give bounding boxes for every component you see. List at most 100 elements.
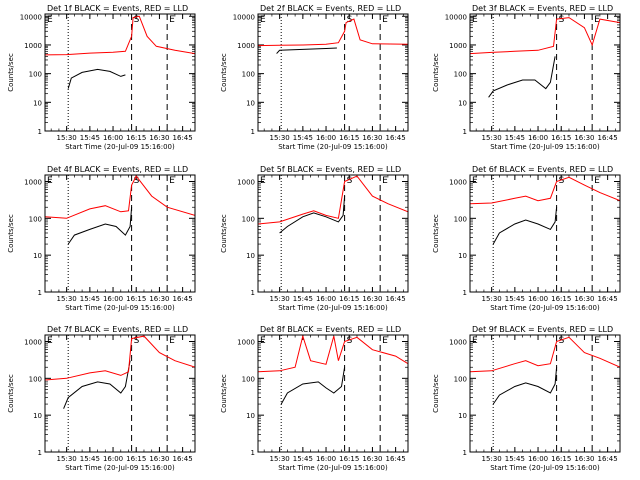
y-axis-label: Counts/sec — [7, 374, 15, 413]
series-events — [492, 367, 558, 405]
x-tick-label: 15:45 — [293, 455, 313, 463]
x-tick-label: 16:45 — [173, 295, 193, 303]
x-axis-label: Start Time (20-Jul-09 15:16:00) — [278, 464, 388, 472]
x-axis-label: Start Time (20-Jul-09 15:16:00) — [278, 304, 388, 312]
e-marker-label: E — [594, 336, 600, 346]
x-axis-label: Start Time (20-Jul-09 15:16:00) — [490, 304, 600, 312]
x-tick-label: 15:45 — [293, 134, 313, 142]
x-tick-label: 16:00 — [528, 455, 548, 463]
x-tick-label: 16:15 — [126, 134, 146, 142]
y-axis-label: Counts/sec — [432, 214, 440, 253]
y-tick-label: 1 — [463, 449, 467, 457]
e-marker-label: E — [169, 176, 175, 186]
x-axis-label: Start Time (20-Jul-09 15:16:00) — [65, 464, 175, 472]
y-tick-label: 10000 — [233, 13, 255, 21]
y-tick-label: 10 — [458, 252, 467, 260]
x-tick-label: 15:30 — [57, 134, 77, 142]
x-axis-label: Start Time (20-Jul-09 15:16:00) — [490, 143, 600, 151]
panel-title: Det 4f BLACK = Events, RED = LLD — [47, 165, 188, 174]
y-tick-label: 100 — [454, 71, 467, 79]
y-tick-label: 10 — [33, 412, 42, 420]
plot-frame — [257, 174, 409, 293]
plot-frame — [469, 334, 621, 453]
x-tick-label: 16:30 — [362, 134, 382, 142]
y-tick-label: 100 — [454, 215, 467, 223]
series-events — [492, 207, 558, 245]
x-tick-label: 15:30 — [482, 455, 502, 463]
y-tick-label: 1000 — [237, 338, 255, 346]
x-tick-label: 16:45 — [386, 134, 406, 142]
e-marker-label: E — [382, 176, 388, 186]
x-tick-label: 16:45 — [598, 134, 618, 142]
s-marker-label: S — [134, 336, 140, 346]
x-tick-label: 15:45 — [505, 295, 525, 303]
plot-frame — [44, 13, 196, 132]
y-tick-label: 100 — [242, 215, 255, 223]
x-tick-label: 16:45 — [386, 295, 406, 303]
y-tick-label: 10 — [246, 412, 255, 420]
s-marker-label: S — [347, 15, 353, 25]
x-tick-label: 16:15 — [551, 295, 571, 303]
x-axis-label: Start Time (20-Jul-09 15:16:00) — [278, 143, 388, 151]
x-tick-label: 16:00 — [528, 295, 548, 303]
y-tick-label: 1 — [463, 289, 467, 297]
panel-title: Det 9f BLACK = Events, RED = LLD — [472, 325, 613, 334]
e-marker-label-left: E — [260, 15, 266, 25]
y-tick-label: 10 — [246, 252, 255, 260]
x-tick-label: 16:30 — [574, 134, 594, 142]
panel-det-8: Det 8f BLACK = Events, RED = LLD Counts/s… — [220, 325, 409, 472]
x-tick-label: 16:30 — [574, 455, 594, 463]
y-axis-label: Counts/sec — [432, 53, 440, 92]
series-lld — [45, 335, 195, 381]
panel-det-3: Det 3f BLACK = Events, RED = LLD Counts/s… — [432, 4, 621, 151]
panel-det-4: Det 4f BLACK = Events, RED = LLD Counts/s… — [7, 165, 196, 312]
e-marker-label: E — [169, 15, 175, 25]
plot-frame — [44, 334, 196, 453]
e-marker-label: E — [594, 15, 600, 25]
x-tick-label: 15:45 — [505, 134, 525, 142]
series-lld — [470, 17, 620, 55]
x-tick-label: 16:30 — [149, 295, 169, 303]
s-marker-label: S — [559, 176, 565, 186]
x-tick-label: 16:45 — [598, 455, 618, 463]
x-tick-label: 15:30 — [482, 134, 502, 142]
x-tick-label: 15:30 — [270, 455, 290, 463]
panel-det-1: Det 1f BLACK = Events, RED = LLD Counts/s… — [7, 4, 196, 151]
x-tick-label: 16:00 — [528, 134, 548, 142]
y-axis-label: Counts/sec — [7, 53, 15, 92]
e-marker-label: E — [382, 15, 388, 25]
series-lld — [258, 335, 408, 373]
panel-title: Det 7f BLACK = Events, RED = LLD — [47, 325, 188, 334]
x-tick-label: 16:15 — [126, 455, 146, 463]
x-axis-label: Start Time (20-Jul-09 15:16:00) — [65, 143, 175, 151]
x-tick-label: 16:00 — [103, 134, 123, 142]
y-axis-label: Counts/sec — [432, 374, 440, 413]
panel-title: Det 8f BLACK = Events, RED = LLD — [260, 325, 401, 334]
y-axis-label: Counts/sec — [7, 214, 15, 253]
x-tick-label: 16:30 — [362, 455, 382, 463]
x-tick-label: 16:30 — [362, 295, 382, 303]
plot-frame — [469, 13, 621, 132]
x-tick-label: 16:00 — [316, 295, 336, 303]
x-tick-label: 15:45 — [505, 455, 525, 463]
y-tick-label: 1 — [463, 128, 467, 136]
panel-title: Det 1f BLACK = Events, RED = LLD — [47, 4, 188, 13]
x-tick-label: 15:30 — [270, 295, 290, 303]
e-marker-label: E — [594, 176, 600, 186]
y-tick-label: 1000 — [237, 178, 255, 186]
e-marker-label-left: E — [260, 336, 266, 346]
y-tick-label: 1000 — [449, 178, 467, 186]
series-lld — [45, 15, 195, 56]
x-tick-label: 15:45 — [293, 295, 313, 303]
y-tick-label: 1000 — [24, 178, 42, 186]
series-lld — [470, 176, 620, 205]
x-tick-label: 15:30 — [270, 134, 290, 142]
plot-frame — [257, 334, 409, 453]
panel-det-5: Det 5f BLACK = Events, RED = LLD Counts/s… — [220, 165, 409, 312]
y-tick-label: 1 — [251, 128, 255, 136]
y-tick-label: 100 — [29, 375, 42, 383]
x-tick-label: 15:30 — [482, 295, 502, 303]
series-events — [67, 207, 133, 245]
series-events — [276, 47, 337, 54]
